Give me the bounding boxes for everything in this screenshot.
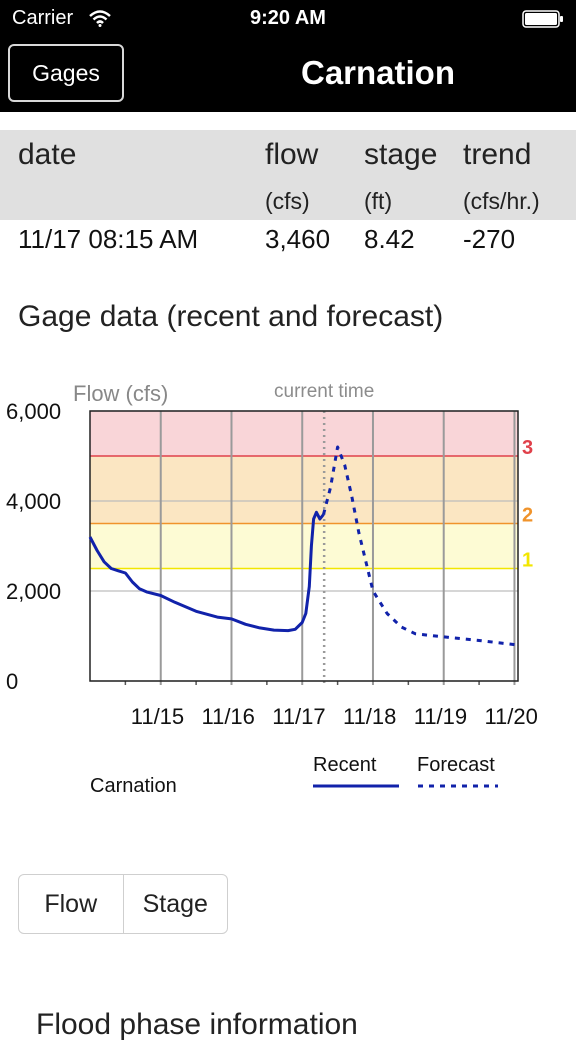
plot-frame bbox=[89, 410, 519, 682]
flood-level-label-3: 3 bbox=[522, 437, 533, 459]
x-tick-label: 11/15 bbox=[131, 704, 184, 729]
x-tick-label: 11/19 bbox=[414, 704, 467, 729]
table-header: date flow stage trend (cfs) (ft) (cfs/hr… bbox=[0, 130, 576, 220]
carrier-label: Carrier bbox=[12, 7, 74, 29]
row-trend: -270 bbox=[463, 224, 516, 254]
flow-segment-button[interactable]: Flow bbox=[44, 889, 98, 918]
legend-label-forecast: Forecast bbox=[417, 754, 495, 776]
row-date: 11/17 08:15 AM bbox=[18, 224, 199, 254]
flood-band-1 bbox=[90, 523, 518, 569]
y-tick-label: 6,000 bbox=[6, 399, 61, 424]
flow-chart: 1 2 3 current time Flow (cfs) 0 2,000 4,000 6,00… bbox=[6, 381, 538, 797]
unit-stage: (ft) bbox=[364, 188, 393, 214]
legend-label-recent: Recent bbox=[313, 754, 377, 776]
y-tick-label: 0 bbox=[6, 669, 18, 694]
row-stage: 8.42 bbox=[364, 224, 415, 254]
unit-flow: (cfs) bbox=[265, 188, 310, 214]
station-label: Carnation bbox=[90, 775, 177, 797]
navigation-bar: Gages Carnation bbox=[0, 40, 576, 112]
column-header-stage: stage bbox=[364, 138, 438, 171]
column-header-date: date bbox=[18, 138, 77, 171]
series-forecast-line bbox=[322, 445, 519, 647]
status-time: 9:20 AM bbox=[250, 7, 326, 29]
x-tick-label: 11/18 bbox=[343, 704, 396, 729]
y-axis-label: Flow (cfs) bbox=[73, 381, 168, 406]
stage-segment-button[interactable]: Stage bbox=[122, 875, 228, 933]
flood-phase-info-heading: Flood phase information bbox=[36, 1008, 358, 1041]
unit-trend: (cfs/hr.) bbox=[463, 188, 540, 214]
flood-band-2 bbox=[90, 456, 518, 524]
wifi-icon bbox=[89, 10, 111, 27]
x-tick-label: 11/17 bbox=[272, 704, 325, 729]
x-tick-label: 11/16 bbox=[201, 704, 254, 729]
flood-level-label-1: 1 bbox=[522, 550, 533, 572]
flow-stage-segmented-control: Flow Stage bbox=[18, 874, 228, 934]
series-recent-line bbox=[88, 510, 325, 633]
status-bar: Carrier 9:20 AM bbox=[0, 0, 576, 40]
page-title: Carnation bbox=[300, 54, 455, 91]
column-header-flow: flow bbox=[265, 138, 319, 171]
y-tick-label: 2,000 bbox=[6, 579, 61, 604]
gages-back-button[interactable]: Gages bbox=[8, 44, 124, 102]
y-tick-label: 4,000 bbox=[6, 489, 61, 514]
current-time-label: current time bbox=[274, 381, 374, 402]
flood-band-3 bbox=[90, 411, 518, 456]
battery-icon bbox=[522, 10, 563, 28]
column-header-trend: trend bbox=[463, 138, 532, 171]
row-flow: 3,460 bbox=[265, 224, 331, 254]
section-title: Gage data (recent and forecast) bbox=[18, 300, 444, 333]
x-tick-label: 11/20 bbox=[484, 704, 537, 729]
flood-level-label-2: 2 bbox=[522, 505, 533, 527]
